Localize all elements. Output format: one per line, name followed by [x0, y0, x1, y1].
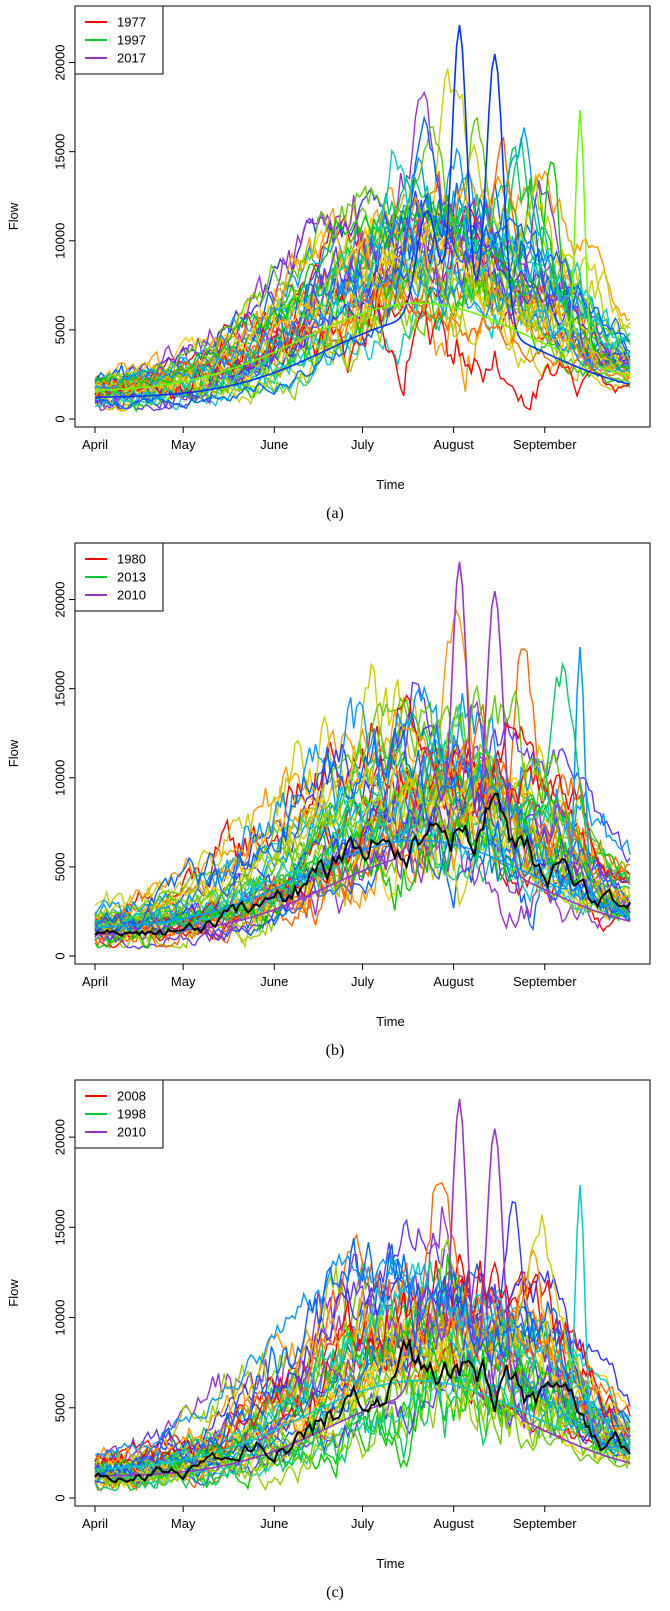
x-axis-title: Time	[376, 477, 404, 492]
flow-series-line	[95, 1098, 631, 1477]
flow-series-line	[94, 1270, 631, 1485]
x-tick-label: September	[513, 974, 577, 989]
flow-series-line	[94, 180, 631, 409]
y-tick-label: 0	[52, 1494, 67, 1501]
flow-series-line	[94, 1185, 631, 1471]
flow-series-line	[94, 1313, 631, 1492]
x-tick-label: August	[433, 1516, 474, 1531]
flow-series-line	[94, 1238, 631, 1484]
highlight-series-line	[94, 792, 631, 938]
caption-c: (c)	[326, 1584, 344, 1601]
x-tick-label: April	[82, 1516, 108, 1531]
y-tick-label: 20000	[52, 581, 67, 617]
y-tick-label: 0	[52, 415, 67, 422]
caption-a: (a)	[326, 505, 344, 522]
flow-series-line	[94, 115, 631, 410]
flow-series-line	[94, 220, 631, 404]
legend-label: 1980	[117, 552, 146, 567]
flow-series-line	[94, 216, 631, 412]
x-tick-label: April	[82, 437, 108, 452]
x-tick-label: August	[433, 974, 474, 989]
chart-panel-a: 0 5000 10000 15000 20000 April May June July Augu…	[0, 0, 670, 531]
legend-label: 2017	[117, 51, 146, 66]
y-tick-label: 15000	[52, 671, 67, 707]
flow-series-line	[95, 24, 631, 398]
y-axis-title: Flow	[6, 202, 21, 230]
flow-series-line	[94, 646, 631, 929]
x-tick-label: June	[260, 437, 288, 452]
x-tick-label: July	[351, 437, 375, 452]
x-tick-label: August	[433, 437, 474, 452]
flow-series-line	[94, 109, 631, 392]
flow-series-line	[94, 145, 631, 407]
x-axis-title: Time	[376, 1556, 404, 1571]
x-tick-label: July	[351, 1516, 375, 1531]
flow-series-line	[95, 1304, 631, 1477]
flow-series-line	[94, 1200, 631, 1478]
x-tick-label: May	[171, 437, 196, 452]
flow-series-line	[94, 186, 631, 399]
chart-panel-c: 0 5000 10000 15000 20000 April May June July Augu…	[0, 1074, 670, 1611]
legend-label: 2008	[117, 1089, 146, 1104]
line-chart-a: 0 5000 10000 15000 20000 April May June July Augu…	[6, 5, 651, 492]
legend-label: 1977	[117, 15, 146, 30]
caption-b: (b)	[325, 1042, 345, 1059]
highlight-series-line	[94, 1338, 631, 1484]
y-tick-label: 5000	[52, 315, 67, 344]
y-axis-title: Flow	[6, 1279, 21, 1307]
y-tick-label: 10000	[52, 223, 67, 259]
flow-series-line	[94, 148, 631, 411]
flow-series-line	[94, 249, 631, 390]
flow-series-line	[94, 1358, 631, 1487]
x-tick-label: September	[513, 437, 577, 452]
y-tick-label: 15000	[52, 134, 67, 170]
series-group	[94, 24, 631, 413]
x-tick-label: July	[351, 974, 375, 989]
y-tick-label: 20000	[52, 1119, 67, 1155]
x-tick-label: May	[171, 1516, 196, 1531]
x-tick-label: May	[171, 974, 196, 989]
x-tick-label: June	[260, 974, 288, 989]
flow-series-line	[94, 207, 631, 387]
flow-series-line	[94, 127, 631, 392]
y-axis-title: Flow	[6, 739, 21, 767]
legend-label: 2010	[117, 1125, 146, 1140]
legend-label: 1997	[117, 33, 146, 48]
chart-panel-b: 0 5000 10000 15000 20000 April May June July Augu…	[0, 537, 670, 1068]
series-group	[94, 561, 631, 950]
x-tick-label: June	[260, 1516, 288, 1531]
y-tick-label: 15000	[52, 1209, 67, 1245]
legend-label: 2010	[117, 588, 146, 603]
x-axis-title: Time	[376, 1014, 404, 1029]
y-tick-label: 5000	[52, 852, 67, 881]
flow-series-line	[94, 685, 631, 926]
flow-series-line	[94, 1248, 631, 1466]
flow-series-line	[95, 126, 631, 395]
flow-series-line	[94, 258, 631, 402]
line-chart-b: 0 5000 10000 15000 20000 April May June July Augu…	[6, 542, 651, 1029]
flow-series-line	[94, 819, 631, 930]
flow-series-line	[94, 268, 631, 408]
y-tick-label: 5000	[52, 1393, 67, 1422]
legend-label: 1998	[117, 1107, 146, 1122]
y-tick-label: 10000	[52, 1299, 67, 1335]
flow-series-line	[94, 823, 631, 938]
y-tick-label: 10000	[52, 760, 67, 796]
line-chart-c: 0 5000 10000 15000 20000 April May June July Augu…	[6, 1079, 651, 1571]
legend-label: 2013	[117, 570, 146, 585]
y-tick-label: 20000	[52, 44, 67, 80]
flow-series-line	[94, 728, 631, 932]
x-tick-label: April	[82, 974, 108, 989]
x-tick-label: September	[513, 1516, 577, 1531]
flow-series-line	[94, 226, 631, 413]
flow-series-line	[94, 1262, 631, 1477]
series-group	[94, 1098, 631, 1492]
y-tick-label: 0	[52, 952, 67, 959]
